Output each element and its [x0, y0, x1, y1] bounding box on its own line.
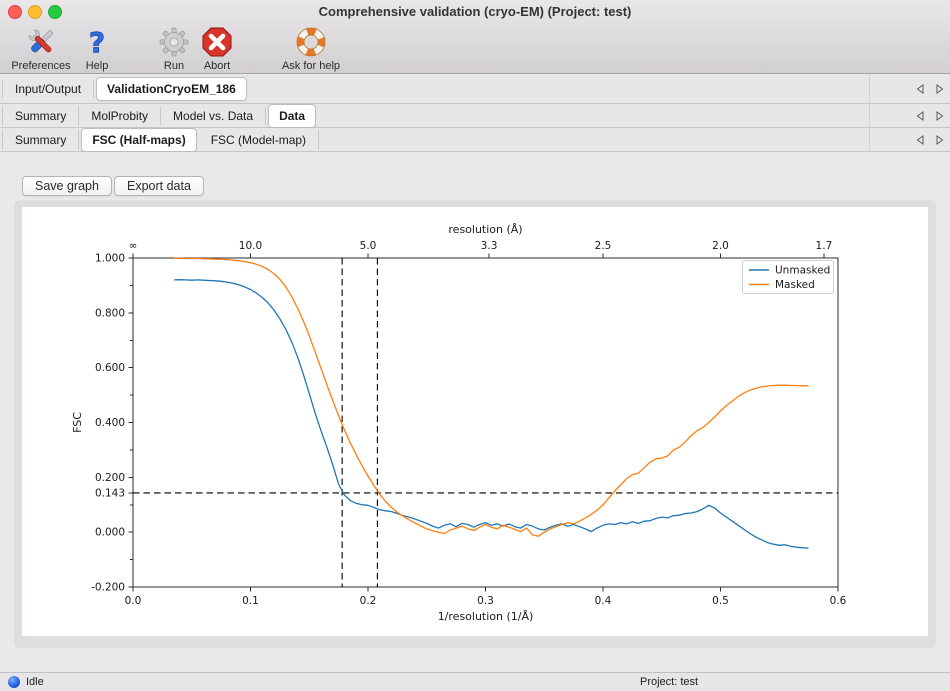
- close-window-button[interactable]: [8, 5, 22, 19]
- project-label: Project: test: [640, 676, 699, 688]
- tab-molprobity[interactable]: MolProbity: [79, 106, 162, 125]
- titlebar: Comprehensive validation (cryo-EM) (Proj…: [0, 0, 950, 24]
- status-bar: Idle Project: test: [0, 672, 950, 691]
- tab-scroll-arrows: [869, 104, 944, 127]
- legend-label-masked: Masked: [775, 279, 815, 291]
- scroll-right-icon[interactable]: [936, 110, 944, 121]
- tab-data-summary[interactable]: Summary: [2, 130, 80, 149]
- abort-label: Abort: [203, 60, 231, 72]
- svg-text:0.600: 0.600: [95, 362, 125, 374]
- gear-icon: [151, 26, 197, 59]
- run-label: Run: [163, 60, 185, 72]
- window-header: Comprehensive validation (cryo-EM) (Proj…: [0, 0, 950, 74]
- fsc-figure: 0.0 0.1 0.2 0.3 0.4 0.5 0.6 ∞ 10.0 5.0 3.3 2.5 2.0 1.…: [22, 207, 928, 636]
- preferences-label: Preferences: [11, 60, 71, 72]
- fsc-plot: 0.0 0.1 0.2 0.3 0.4 0.5 0.6 ∞ 10.0 5.0 3.3 2.5 2.0 1.…: [71, 223, 847, 623]
- top-axis-label: resolution (Å): [448, 223, 522, 236]
- svg-text:0.400: 0.400: [95, 417, 125, 429]
- svg-text:1.000: 1.000: [95, 253, 125, 265]
- tab-data[interactable]: Data: [268, 103, 317, 128]
- svg-text:0.6: 0.6: [830, 595, 847, 607]
- ask-for-help-label: Ask for help: [281, 60, 341, 72]
- svg-text:3.3: 3.3: [481, 240, 498, 252]
- page-tab-row: Input/Output ValidationCryoEM_186: [0, 74, 950, 104]
- scroll-right-icon[interactable]: [936, 83, 944, 94]
- svg-text:2.0: 2.0: [712, 240, 729, 252]
- svg-text:0.800: 0.800: [95, 307, 125, 319]
- svg-text:∞: ∞: [129, 240, 138, 252]
- zoom-window-button[interactable]: [48, 5, 62, 19]
- status-text: Idle: [26, 676, 44, 688]
- tab-scroll-arrows: [869, 74, 944, 103]
- subsection-tab-row: Summary FSC (Half-maps) FSC (Model-map): [0, 127, 950, 152]
- save-graph-button[interactable]: Save graph: [22, 176, 112, 196]
- abort-button[interactable]: Abort: [194, 26, 240, 72]
- legend: Unmasked Masked: [742, 260, 834, 294]
- tab-scroll-arrows: [869, 128, 944, 151]
- svg-text:?: ?: [89, 26, 105, 59]
- window-title: Comprehensive validation (cryo-EM) (Proj…: [318, 4, 632, 19]
- y-axis-label: FSC: [71, 412, 84, 433]
- export-data-button[interactable]: Export data: [114, 176, 204, 196]
- ask-for-help-button[interactable]: Ask for help: [277, 26, 345, 72]
- svg-text:0.1: 0.1: [242, 595, 259, 607]
- svg-text:0.000: 0.000: [95, 527, 125, 539]
- svg-text:0.4: 0.4: [595, 595, 612, 607]
- svg-text:0.3: 0.3: [477, 595, 494, 607]
- scroll-left-icon[interactable]: [916, 134, 924, 145]
- svg-text:1.7: 1.7: [816, 240, 833, 252]
- tab-input-output[interactable]: Input/Output: [2, 79, 95, 98]
- preferences-button[interactable]: Preferences: [4, 26, 78, 72]
- chart-panel: 0.0 0.1 0.2 0.3 0.4 0.5 0.6 ∞ 10.0 5.0 3.3 2.5 2.0 1.…: [14, 200, 936, 648]
- axes-box: [132, 257, 839, 588]
- scroll-left-icon[interactable]: [916, 83, 924, 94]
- lifebuoy-icon: [277, 26, 345, 59]
- tools-icon: [4, 26, 78, 59]
- section-tab-row: Summary MolProbity Model vs. Data Data: [0, 103, 950, 128]
- svg-text:0.200: 0.200: [95, 472, 125, 484]
- content-area: Save graph Export data 0.0 0.1 0.2 0.3 0.4 0.…: [0, 152, 950, 672]
- x-axis-label: 1/resolution (1/Å): [438, 610, 534, 623]
- scroll-left-icon[interactable]: [916, 110, 924, 121]
- question-mark-icon: ?: [79, 26, 115, 60]
- stop-x-icon: [194, 26, 240, 59]
- tab-fsc-half-maps[interactable]: FSC (Half-maps): [81, 127, 197, 152]
- minimize-window-button[interactable]: [28, 5, 42, 19]
- svg-text:0.143: 0.143: [95, 487, 125, 499]
- tab-fsc-model-map[interactable]: FSC (Model-map): [199, 130, 320, 149]
- help-label: Help: [85, 60, 109, 72]
- run-button[interactable]: Run: [151, 26, 197, 72]
- svg-text:0.0: 0.0: [125, 595, 142, 607]
- tab-validationcryoem-186[interactable]: ValidationCryoEM_186: [96, 76, 247, 101]
- svg-text:-0.200: -0.200: [91, 582, 125, 594]
- scroll-right-icon[interactable]: [936, 134, 944, 145]
- svg-text:10.0: 10.0: [239, 240, 262, 252]
- tab-model-vs-data[interactable]: Model vs. Data: [161, 106, 267, 125]
- series-unmasked: [174, 279, 809, 549]
- legend-label-unmasked: Unmasked: [775, 265, 830, 277]
- tab-summary[interactable]: Summary: [2, 106, 80, 125]
- svg-text:5.0: 5.0: [360, 240, 377, 252]
- series-masked: [174, 257, 809, 537]
- svg-text:0.5: 0.5: [712, 595, 729, 607]
- svg-text:2.5: 2.5: [595, 240, 612, 252]
- status-idle-icon: [8, 676, 20, 688]
- help-button[interactable]: ? Help: [79, 26, 115, 72]
- svg-text:0.2: 0.2: [360, 595, 377, 607]
